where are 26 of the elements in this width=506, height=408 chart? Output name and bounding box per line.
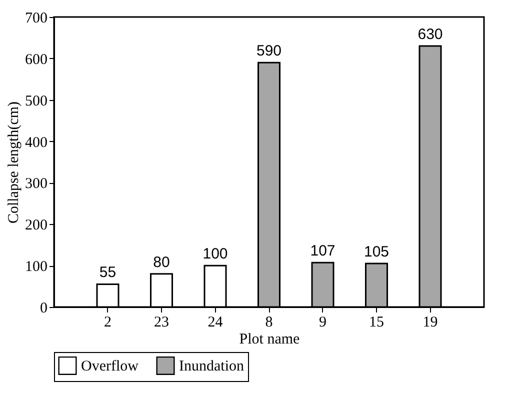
data-label: 590 [256,42,282,60]
data-label: 100 [202,246,228,263]
data-label: 105 [364,244,390,260]
data-label: 107 [310,242,336,260]
legend-label: Overflow [81,358,139,375]
data-label: 55 [99,264,116,282]
data-label: 630 [418,26,443,43]
y-tick-label: 300 [25,176,48,192]
y-tick-label: 100 [25,259,48,276]
y-tick-label: 0 [40,300,48,316]
x-tick-label: 15 [369,314,384,330]
x-tick-label: 24 [208,314,224,330]
y-axis-title: Collapse length(cm) [6,101,22,224]
y-tick-label: 200 [25,218,48,234]
x-tick-label: 19 [422,314,438,330]
x-tick-label: 9 [319,314,326,330]
y-tick-label: 500 [25,93,48,110]
x-tick-label: 8 [265,314,273,330]
legend-label: Inundation [179,358,244,375]
x-axis-title: Plot name [239,332,300,348]
y-tick-label: 400 [25,134,48,151]
y-tick-label: 600 [25,52,48,68]
x-tick-label: 2 [104,314,112,330]
x-tick-label: 23 [154,314,169,330]
data-label: 80 [153,254,170,271]
y-tick-label: 700 [25,10,48,26]
